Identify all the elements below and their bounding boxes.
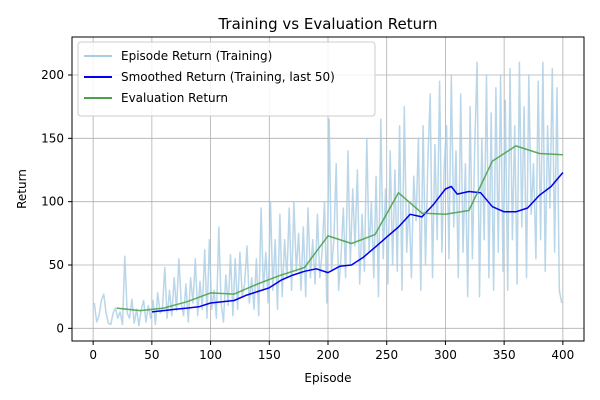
y-axis-ticks: 0 50 100 150 200 bbox=[41, 68, 72, 335]
legend-label: Evaluation Return bbox=[121, 91, 228, 105]
y-tick-label: 50 bbox=[49, 258, 64, 272]
y-tick-label: 0 bbox=[56, 321, 64, 335]
legend-label: Episode Return (Training) bbox=[121, 49, 272, 63]
chart-title: Training vs Evaluation Return bbox=[217, 15, 437, 33]
plot-series bbox=[93, 61, 564, 327]
x-axis-title: Episode bbox=[304, 371, 351, 385]
legend-box bbox=[77, 41, 376, 117]
legend-label: Smoothed Return (Training, last 50) bbox=[121, 70, 335, 84]
series-line-training-smoothed bbox=[151, 172, 564, 313]
series-line-evaluation bbox=[116, 145, 563, 312]
x-tick-label: 400 bbox=[551, 348, 574, 362]
y-tick-label: 200 bbox=[41, 68, 64, 82]
y-tick-label: 150 bbox=[41, 131, 64, 145]
x-tick-label: 250 bbox=[375, 348, 398, 362]
x-tick-label: 0 bbox=[89, 348, 97, 362]
x-tick-label: 300 bbox=[434, 348, 457, 362]
x-axis-ticks: 0 50 100 150 200 250 300 350 400 bbox=[89, 341, 574, 362]
x-tick-label: 50 bbox=[144, 348, 159, 362]
x-tick-label: 150 bbox=[258, 348, 281, 362]
x-tick-label: 350 bbox=[493, 348, 516, 362]
y-tick-label: 100 bbox=[41, 195, 64, 209]
x-tick-label: 200 bbox=[317, 348, 340, 362]
legend: Episode Return (Training) Smoothed Return… bbox=[77, 41, 376, 117]
y-axis-title: Return bbox=[15, 169, 29, 209]
x-tick-label: 100 bbox=[199, 348, 222, 362]
